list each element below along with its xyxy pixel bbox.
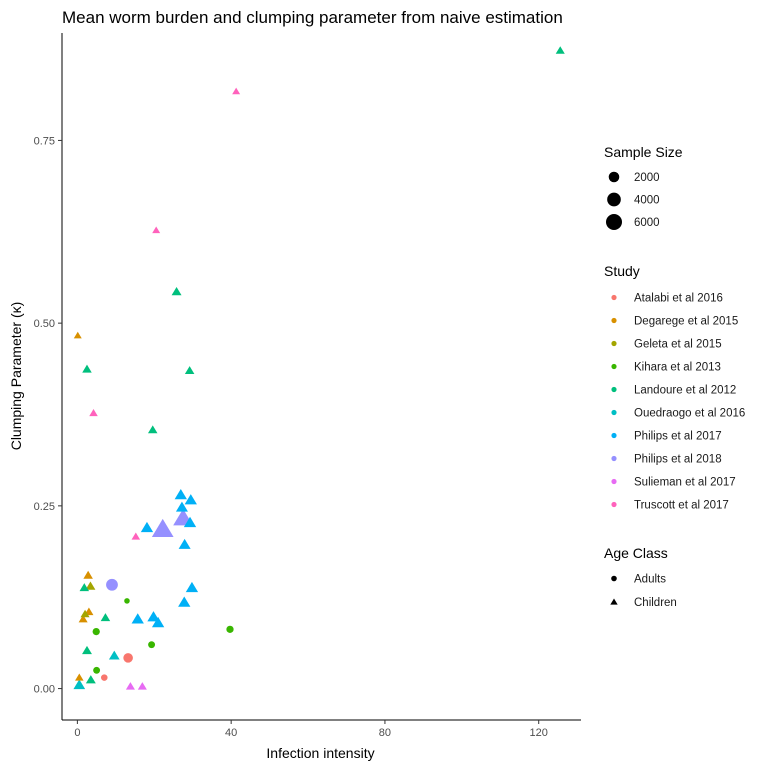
data-point-children xyxy=(80,609,90,618)
data-point-children xyxy=(555,46,565,54)
shape-legend-label: Adults xyxy=(634,574,666,586)
study-legend-label: Atalabi et al 2016 xyxy=(634,293,723,305)
x-tick-label: 80 xyxy=(379,727,391,739)
study-legend-key xyxy=(611,363,617,370)
data-point-children xyxy=(78,614,88,623)
size-legend-key xyxy=(608,171,620,183)
data-points xyxy=(73,46,565,690)
data-point-adults xyxy=(124,598,130,604)
data-point-children xyxy=(147,425,158,434)
size-legend: Sample Size 2000 4000 6000 xyxy=(604,144,683,230)
size-legend-key xyxy=(606,214,622,230)
data-point-children xyxy=(178,596,191,607)
data-point-children xyxy=(151,518,174,537)
size-legend-key xyxy=(607,192,621,207)
study-legend-label: Landoure et al 2012 xyxy=(634,385,736,397)
study-legend-key xyxy=(611,478,617,485)
plot-area: 0 40 80 120 0.00 0.25 0.50 0.75 xyxy=(34,33,581,739)
data-point-adults xyxy=(93,666,101,674)
shape-legend-label: Children xyxy=(634,597,677,609)
y-tick-label: 0.25 xyxy=(34,501,55,513)
data-point-children xyxy=(85,581,96,590)
x-axis-title: Infection intensity xyxy=(266,745,374,761)
data-point-children xyxy=(171,286,182,296)
data-point-children xyxy=(185,581,199,593)
data-point-adults xyxy=(148,641,156,649)
shape-legend-key-circle xyxy=(611,575,617,582)
data-point-adults xyxy=(123,653,133,663)
data-point-children xyxy=(100,613,111,622)
data-point-children xyxy=(108,650,120,660)
study-legend-label: Kihara et al 2013 xyxy=(634,362,721,374)
study-legend-key xyxy=(611,317,617,324)
x-tick-label: 0 xyxy=(74,727,80,739)
data-point-children xyxy=(178,538,191,549)
data-point-children xyxy=(125,682,135,690)
study-legend-label: Philips et al 2018 xyxy=(634,454,722,466)
data-point-children xyxy=(85,675,96,684)
data-point-adults xyxy=(226,625,234,633)
study-legend-key xyxy=(611,501,617,508)
data-point-children xyxy=(151,616,165,628)
data-point-children xyxy=(175,501,188,512)
data-point-children xyxy=(152,226,161,234)
study-legend-label: Geleta et al 2015 xyxy=(634,339,722,351)
study-legend-key xyxy=(611,340,617,347)
data-point-children xyxy=(131,613,144,624)
data-point-children xyxy=(184,366,195,375)
data-point-children xyxy=(82,364,92,373)
data-point-children xyxy=(140,521,154,533)
data-point-adults xyxy=(92,627,100,636)
data-point-adults xyxy=(106,578,118,591)
data-point-children xyxy=(79,583,90,592)
size-legend-label: 4000 xyxy=(634,195,660,207)
size-legend-title: Sample Size xyxy=(604,144,683,160)
size-legend-label: 6000 xyxy=(634,217,660,229)
study-legend-key xyxy=(611,294,617,301)
study-legend-label: Sulieman et al 2017 xyxy=(634,477,736,489)
y-axis-ticks: 0.00 0.25 0.50 0.75 xyxy=(34,135,62,696)
age-class-legend-title: Age Class xyxy=(604,545,668,561)
y-axis-title: Clumping Parameter (κ) xyxy=(8,302,24,451)
data-point-children xyxy=(83,570,93,579)
study-legend-key xyxy=(611,386,617,393)
x-tick-label: 120 xyxy=(530,727,548,739)
x-tick-label: 40 xyxy=(225,727,237,739)
data-point-children xyxy=(82,645,92,655)
data-point-children xyxy=(184,494,197,505)
data-point-children xyxy=(89,408,98,417)
age-class-legend: Age Class Adults Children xyxy=(604,545,677,609)
x-axis-ticks: 0 40 80 120 xyxy=(74,720,548,739)
data-point-children xyxy=(174,489,187,500)
study-legend-label: Degarege et al 2015 xyxy=(634,316,738,328)
study-legend-label: Truscott et al 2017 xyxy=(634,500,729,512)
y-tick-label: 0.75 xyxy=(34,135,55,147)
data-point-children xyxy=(75,673,84,681)
y-tick-label: 0.50 xyxy=(34,318,55,330)
chart-title: Mean worm burden and clumping parameter … xyxy=(62,8,563,27)
data-point-children xyxy=(232,87,241,95)
study-legend: Study Atalabi et al 2016 Degarege et al 2… xyxy=(604,263,745,512)
shape-legend-key-triangle xyxy=(610,598,618,605)
study-legend-title: Study xyxy=(604,263,640,279)
y-tick-label: 0.00 xyxy=(34,684,55,696)
study-legend-label: Ouedraogo et al 2016 xyxy=(634,408,745,420)
study-legend-key xyxy=(611,409,617,416)
data-point-children xyxy=(73,331,82,339)
data-point-children xyxy=(183,516,197,528)
data-point-children xyxy=(131,532,141,540)
study-legend-key xyxy=(611,455,617,462)
data-point-children xyxy=(137,682,147,690)
data-point-children xyxy=(73,679,86,690)
study-legend-label: Philips et al 2017 xyxy=(634,431,722,443)
size-legend-label: 2000 xyxy=(634,172,660,184)
data-point-children xyxy=(147,611,160,622)
study-legend-key xyxy=(611,432,617,439)
data-point-adults xyxy=(101,674,108,681)
